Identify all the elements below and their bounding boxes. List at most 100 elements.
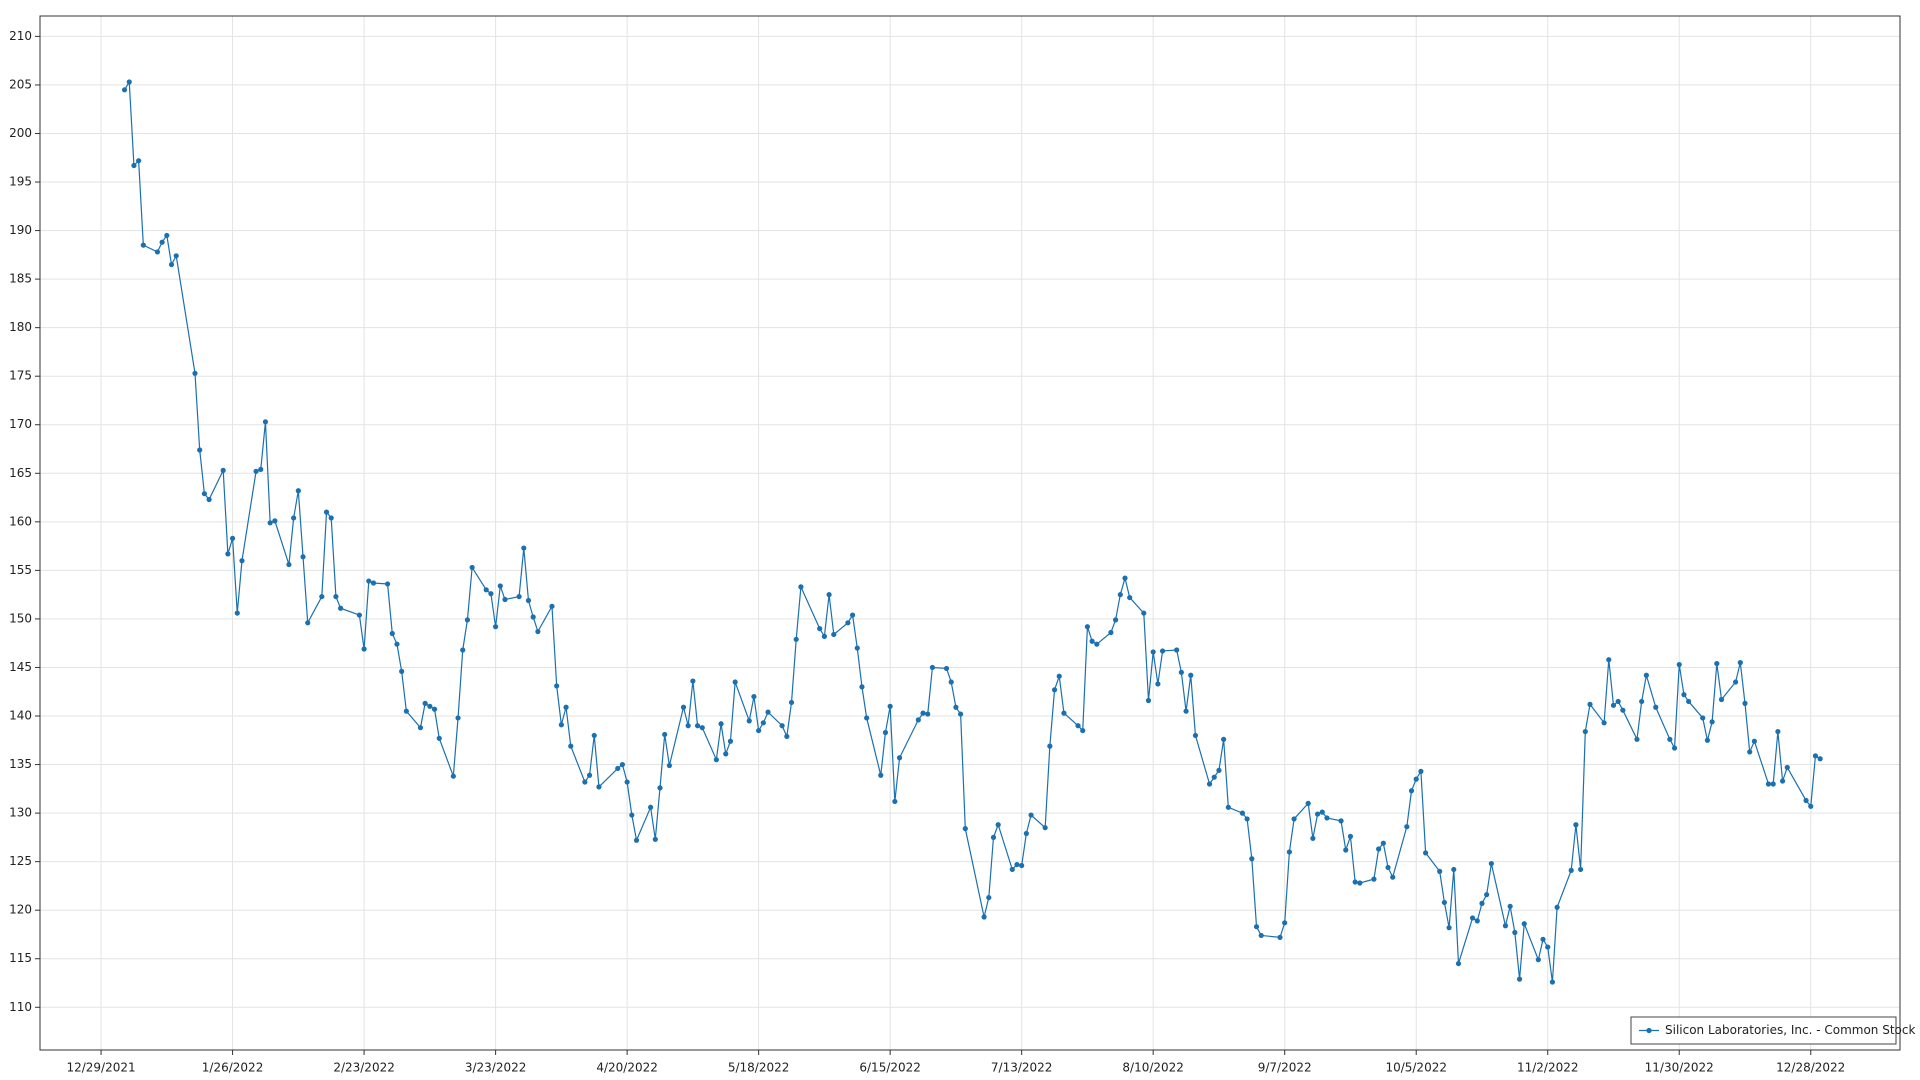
data-point [1474, 918, 1480, 924]
y-tick-label: 180 [9, 320, 32, 334]
data-point [516, 593, 522, 600]
data-point [563, 704, 569, 710]
data-point [1122, 575, 1128, 581]
data-point [784, 733, 790, 740]
data-point [1258, 932, 1264, 939]
data-point [1784, 764, 1790, 771]
data-point [206, 496, 212, 503]
data-point [1291, 816, 1297, 822]
data-point [582, 779, 588, 785]
data-point [1765, 781, 1772, 787]
data-point [1554, 904, 1560, 910]
data-point [417, 725, 424, 731]
data-point [1042, 825, 1048, 831]
data-point [1324, 815, 1330, 821]
series-line [124, 80, 1821, 983]
data-point [1385, 864, 1391, 871]
data-point [521, 545, 527, 551]
data-point [821, 633, 827, 640]
data-point [154, 249, 161, 255]
data-point [1606, 657, 1612, 663]
data-point [817, 626, 823, 632]
y-tick-label: 170 [9, 417, 32, 431]
data-point [1113, 617, 1119, 623]
data-point [1178, 669, 1184, 675]
data-point [488, 591, 494, 597]
data-point [1206, 781, 1213, 787]
data-point [530, 614, 536, 620]
data-point [793, 636, 799, 642]
data-point [366, 578, 372, 584]
data-point [1507, 903, 1513, 909]
data-point [1282, 920, 1288, 926]
data-point [1540, 936, 1546, 942]
data-point [422, 700, 428, 706]
data-point [1747, 749, 1753, 755]
data-point [826, 592, 832, 598]
data-point [746, 718, 752, 724]
data-point [450, 773, 456, 779]
legend-box [1630, 1016, 1897, 1045]
data-point [272, 518, 278, 524]
legend-label: Silicon Laboratories, Inc. - Common Stoc… [1665, 1023, 1915, 1037]
y-tick-label: 200 [9, 126, 32, 140]
data-point [1211, 774, 1217, 780]
data-point [1817, 756, 1823, 762]
data-point [464, 617, 471, 623]
data-point [1314, 811, 1321, 817]
data-point [1437, 868, 1443, 874]
data-point [1488, 860, 1494, 867]
data-point [291, 515, 297, 521]
data-point [1174, 647, 1180, 653]
data-point [1709, 719, 1715, 725]
data-point [666, 762, 672, 769]
data-point [1704, 737, 1711, 743]
data-point [1404, 824, 1410, 830]
data-point [694, 723, 701, 729]
data-point [1376, 846, 1382, 852]
data-point [958, 711, 964, 717]
data-point [1108, 629, 1114, 636]
data-point [436, 735, 442, 741]
y-tick-label: 115 [9, 951, 32, 965]
data-point [1249, 856, 1255, 862]
data-point [586, 772, 593, 778]
data-point [1390, 874, 1396, 880]
data-point [1775, 728, 1781, 735]
y-tick-label: 160 [9, 514, 32, 528]
data-point [403, 708, 409, 714]
data-point [1733, 679, 1739, 685]
data-point [1714, 660, 1720, 667]
data-point [633, 837, 640, 843]
data-point [1305, 800, 1311, 806]
data-point [1319, 809, 1325, 815]
data-point [338, 605, 344, 611]
x-tick-label: 12/29/2021 [66, 1061, 135, 1075]
data-point [1582, 728, 1588, 735]
data-point [173, 253, 179, 259]
data-point [1047, 743, 1053, 749]
data-point [624, 779, 630, 785]
data-point [234, 610, 240, 616]
data-point [760, 720, 766, 726]
data-point [1253, 924, 1260, 930]
data-point [267, 520, 273, 526]
data-point [1545, 944, 1551, 950]
data-point [168, 261, 175, 268]
data-point [497, 583, 503, 589]
data-point [361, 646, 367, 652]
data-point [131, 162, 137, 169]
data-point [1371, 876, 1377, 882]
data-point [1244, 816, 1250, 822]
data-point [460, 647, 466, 653]
data-point [568, 743, 574, 749]
y-tick-label: 120 [9, 903, 32, 917]
data-point [727, 738, 734, 744]
data-point [220, 467, 226, 473]
data-point [1075, 723, 1081, 729]
data-point [549, 603, 555, 609]
data-point [591, 732, 597, 739]
y-tick-label: 190 [9, 223, 32, 237]
data-point [394, 641, 400, 647]
data-point [258, 466, 264, 473]
